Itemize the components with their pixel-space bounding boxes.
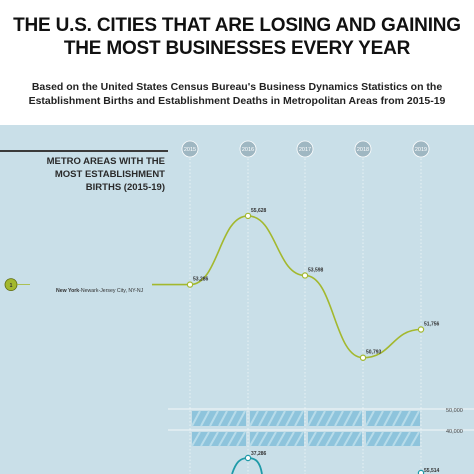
data-point-2018: [359, 354, 367, 361]
metro-name-rest: -Newark-Jersey City, NY-NJ: [79, 288, 144, 294]
band-stripe: [209, 431, 219, 447]
band-stripe: [307, 410, 317, 427]
section-divider: [0, 150, 168, 152]
band-stripe: [352, 431, 362, 447]
data-label-2015: 53,286: [193, 277, 209, 283]
data-label-2019: 51,756: [424, 321, 440, 327]
metro-name-bold: New York: [56, 288, 80, 294]
band-stripe: [392, 431, 402, 447]
band-cell-0-3: [366, 411, 420, 426]
data-point-2017: [301, 272, 309, 279]
metro-name-label: New York-Newark-Jersey City, NY-NJ: [56, 288, 143, 294]
band-stripe: [294, 410, 304, 427]
year-circle-2019: [412, 140, 430, 158]
band-stripe: [191, 410, 201, 427]
band-stripe: [218, 410, 228, 427]
band-stripe: [267, 431, 277, 447]
band-stripe: [334, 410, 344, 427]
band-stripe: [267, 410, 277, 427]
band-stripe: [410, 410, 420, 427]
page-title: THE U.S. CITIES THAT ARE LOSING AND GAIN…: [13, 15, 461, 59]
page-subtitle: Based on the United States Census Bureau…: [28, 81, 446, 107]
band-cell-0-1: [250, 411, 304, 426]
band-stripe: [374, 410, 384, 427]
band-cell-1-3: [366, 432, 420, 446]
band-stripe: [200, 431, 210, 447]
teal-data-point-2019: [417, 469, 425, 474]
band-stripe: [316, 431, 326, 447]
data-label-2017: 53,598: [308, 267, 324, 273]
year-circle-2017: [296, 140, 314, 158]
year-circle-2018: [354, 140, 372, 158]
band-cell-1-1: [250, 432, 304, 446]
band-stripe: [285, 410, 295, 427]
band-stripe: [325, 431, 335, 447]
scale-label-50000: 50,000: [446, 408, 463, 414]
band-stripe: [334, 431, 344, 447]
teal-data-point-2016: [244, 454, 252, 462]
year-label-2017: 2017: [299, 147, 311, 153]
year-circle-2015: [181, 140, 199, 158]
band-stripe: [258, 431, 268, 447]
band-cell-1-0: [192, 432, 246, 446]
year-circle-2016: [239, 140, 257, 158]
band-cell-1-2: [308, 432, 362, 446]
data-label-2016: 55,628: [251, 208, 267, 214]
year-label-2019: 2019: [415, 147, 427, 153]
series-line-new-york: [189, 215, 422, 359]
band-stripe: [209, 410, 219, 427]
band-stripe: [316, 410, 326, 427]
band-stripe: [401, 431, 411, 447]
band-stripe: [325, 410, 335, 427]
teal-data-label-2019: 55,514: [424, 468, 440, 474]
band-stripe: [343, 431, 353, 447]
year-label-2016: 2016: [242, 147, 254, 153]
band-stripe: [365, 410, 375, 427]
band-stripe: [218, 431, 228, 447]
band-stripe: [285, 431, 295, 447]
band-stripe: [374, 431, 384, 447]
band-stripe: [294, 431, 304, 447]
band-stripe: [383, 431, 393, 447]
band-stripe: [365, 431, 375, 447]
band-stripe: [249, 431, 259, 447]
data-point-2016: [244, 212, 252, 220]
band-stripe: [276, 431, 286, 447]
section-label: METRO AREAS WITH THE MOST ESTABLISHMENT …: [46, 156, 165, 193]
band-stripe: [227, 410, 237, 427]
scale-label-40000: 40,000: [446, 429, 463, 435]
band-stripe: [410, 431, 420, 447]
year-label-2018: 2018: [357, 147, 369, 153]
data-point-2015: [186, 281, 194, 288]
band-stripe: [307, 431, 317, 447]
band-stripe: [401, 410, 411, 427]
band-stripe: [352, 410, 362, 427]
band-stripe: [236, 431, 246, 447]
rank-badge-number: 1: [10, 283, 13, 289]
data-point-2019: [417, 326, 425, 333]
band-cell-0-2: [308, 411, 362, 426]
band-stripe: [343, 410, 353, 427]
data-label-2018: 50,793: [366, 350, 382, 356]
band-stripe: [236, 410, 246, 427]
band-stripe: [249, 410, 259, 427]
band-stripe: [200, 410, 210, 427]
year-label-2015: 2015: [184, 147, 196, 153]
band-cell-0-0: [192, 411, 246, 426]
band-stripe: [383, 410, 393, 427]
teal-data-label-2016: 37,286: [251, 451, 267, 457]
band-stripe: [258, 410, 268, 427]
header: THE U.S. CITIES THAT ARE LOSING AND GAIN…: [0, 0, 474, 125]
band-stripe: [392, 410, 402, 427]
band-stripe: [227, 431, 237, 447]
band-stripe: [276, 410, 286, 427]
band-stripe: [191, 431, 201, 447]
